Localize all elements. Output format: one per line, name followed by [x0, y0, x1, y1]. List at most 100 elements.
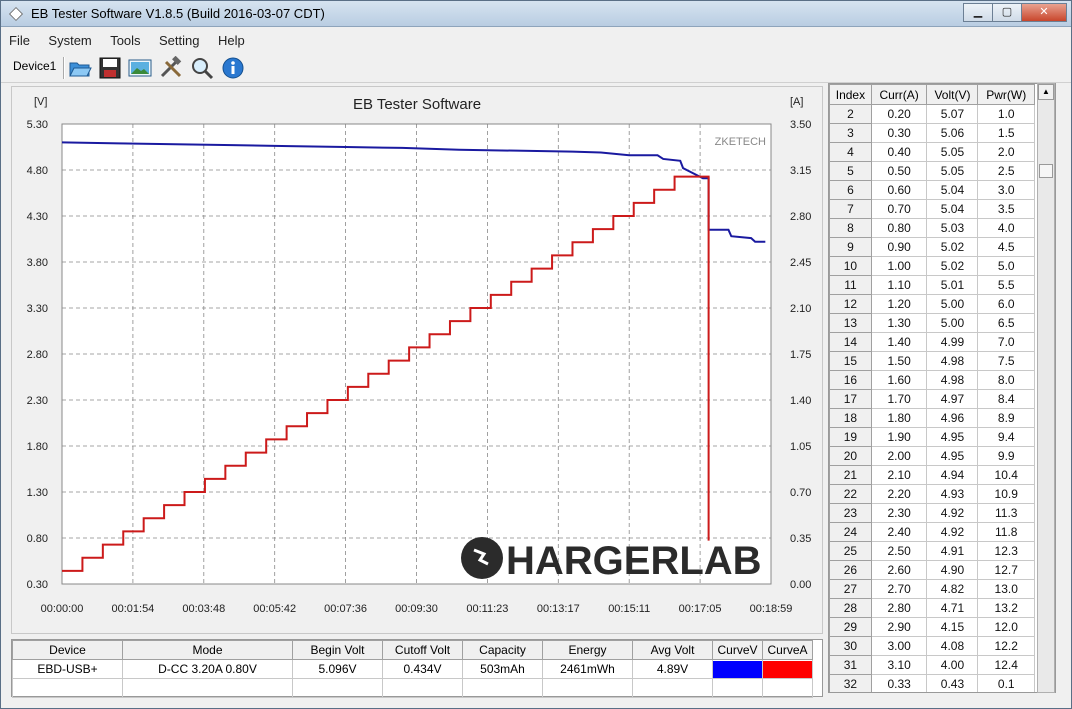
- menu-file[interactable]: File: [9, 33, 30, 48]
- table-row[interactable]: 29 2.90 4.15 12.0: [829, 617, 1035, 637]
- table-cell: 5.04: [926, 180, 979, 200]
- table-row[interactable]: 18 1.80 4.96 8.9: [829, 408, 1035, 428]
- curve-v-color-swatch[interactable]: [712, 659, 763, 679]
- summary-header: Cutoff Volt: [382, 640, 463, 660]
- table-cell: 18: [829, 408, 872, 428]
- summary-header: Mode: [122, 640, 293, 660]
- summary-header: Device: [12, 640, 123, 660]
- curve-a-color-swatch[interactable]: [762, 659, 813, 679]
- table-row[interactable]: 6 0.60 5.04 3.0: [829, 180, 1035, 200]
- table-cell: 25: [829, 541, 872, 561]
- table-row[interactable]: 2 0.20 5.07 1.0: [829, 104, 1035, 124]
- summary-empty-cell: [632, 678, 713, 698]
- table-cell: 4.91: [926, 541, 979, 561]
- table-row[interactable]: 5 0.50 5.05 2.5: [829, 161, 1035, 181]
- toolbar-separator: [63, 57, 65, 79]
- y-tick-right: 1.75: [790, 349, 811, 361]
- data-table-scrollbar[interactable]: ▲: [1037, 83, 1055, 693]
- summary-header: CurveV: [712, 640, 763, 660]
- table-cell: 3.0: [977, 180, 1035, 200]
- summary-table: Device Mode Begin Volt Cutoff Volt Capacity E…: [12, 640, 813, 698]
- table-row[interactable]: 8 0.80 5.03 4.0: [829, 218, 1035, 238]
- table-row[interactable]: 12 1.20 5.00 6.0: [829, 294, 1035, 314]
- table-cell: 1.80: [870, 408, 928, 428]
- y-tick-right: 1.40: [790, 395, 811, 407]
- menu-system[interactable]: System: [48, 33, 92, 48]
- minimize-button[interactable]: ▁: [963, 3, 993, 22]
- menu-tools[interactable]: Tools: [110, 33, 141, 48]
- column-header[interactable]: Curr(A): [870, 84, 928, 105]
- table-row[interactable]: 23 2.30 4.92 11.3: [829, 503, 1035, 523]
- table-cell: 5.04: [926, 199, 979, 219]
- table-row[interactable]: 21 2.10 4.94 10.4: [829, 465, 1035, 485]
- x-tick: 00:03:48: [182, 603, 225, 615]
- table-row[interactable]: 19 1.90 4.95 9.4: [829, 427, 1035, 447]
- y-tick-right: 0.70: [790, 487, 811, 499]
- scroll-thumb[interactable]: [1039, 164, 1053, 178]
- table-cell: 22: [829, 484, 872, 504]
- device-selector[interactable]: Device1: [13, 59, 57, 73]
- table-cell: 11.8: [977, 522, 1035, 542]
- table-cell: 0.1: [977, 674, 1035, 692]
- table-row[interactable]: 11 1.10 5.01 5.5: [829, 275, 1035, 295]
- save-icon[interactable]: [97, 56, 123, 80]
- table-row[interactable]: 26 2.60 4.90 12.7: [829, 560, 1035, 580]
- table-row[interactable]: 16 1.60 4.98 8.0: [829, 370, 1035, 390]
- search-icon[interactable]: [189, 56, 215, 80]
- table-cell: 30: [829, 636, 872, 656]
- maximize-button[interactable]: ▢: [992, 3, 1022, 22]
- table-cell: 4.00: [926, 655, 979, 675]
- table-cell: 1.50: [870, 351, 928, 371]
- summary-empty-cell: [122, 678, 293, 698]
- table-cell: 17: [829, 389, 872, 409]
- y-tick-right: 2.10: [790, 303, 811, 315]
- table-row[interactable]: 32 0.33 0.43 0.1: [829, 674, 1035, 692]
- table-row[interactable]: 4 0.40 5.05 2.0: [829, 142, 1035, 162]
- menu-help[interactable]: Help: [217, 33, 245, 48]
- close-button[interactable]: ✕: [1021, 3, 1067, 22]
- table-row[interactable]: 17 1.70 4.97 8.4: [829, 389, 1035, 409]
- menu-setting[interactable]: Setting: [159, 33, 200, 48]
- table-row[interactable]: 28 2.80 4.71 13.2: [829, 598, 1035, 618]
- table-cell: 9.9: [977, 446, 1035, 466]
- table-cell: 4.92: [926, 522, 979, 542]
- summary-cell: 2461mWh: [542, 659, 633, 679]
- y-tick-right: 2.45: [790, 257, 811, 269]
- tools-icon[interactable]: [158, 56, 184, 80]
- y-tick-left: 4.80: [27, 165, 48, 177]
- table-cell: 11: [829, 275, 872, 295]
- x-tick: 00:01:54: [111, 603, 154, 615]
- image-icon[interactable]: [127, 56, 153, 80]
- table-row[interactable]: 14 1.40 4.99 7.0: [829, 332, 1035, 352]
- table-row[interactable]: 31 3.10 4.00 12.4: [829, 655, 1035, 675]
- table-cell: 6.0: [977, 294, 1035, 314]
- x-tick: 00:15:11: [608, 603, 650, 615]
- info-icon[interactable]: [220, 56, 246, 80]
- table-row[interactable]: 9 0.90 5.02 4.5: [829, 237, 1035, 257]
- table-row[interactable]: 24 2.40 4.92 11.8: [829, 522, 1035, 542]
- table-cell: 14: [829, 332, 872, 352]
- folder-open-icon[interactable]: [67, 56, 93, 80]
- column-header[interactable]: Pwr(W): [977, 84, 1035, 105]
- table-row[interactable]: 30 3.00 4.08 12.2: [829, 636, 1035, 656]
- table-row[interactable]: 7 0.70 5.04 3.5: [829, 199, 1035, 219]
- column-header[interactable]: Volt(V): [926, 84, 979, 105]
- column-header[interactable]: Index: [829, 84, 872, 105]
- x-tick: 00:00:00: [41, 603, 84, 615]
- table-row[interactable]: 22 2.20 4.93 10.9: [829, 484, 1035, 504]
- summary-panel: Device Mode Begin Volt Cutoff Volt Capacity E…: [11, 639, 823, 698]
- table-row[interactable]: 27 2.70 4.82 13.0: [829, 579, 1035, 599]
- table-row[interactable]: 25 2.50 4.91 12.3: [829, 541, 1035, 561]
- table-row[interactable]: 15 1.50 4.98 7.5: [829, 351, 1035, 371]
- table-row[interactable]: 13 1.30 5.00 6.5: [829, 313, 1035, 333]
- table-cell: 5: [829, 161, 872, 181]
- scroll-up-arrow-icon[interactable]: ▲: [1038, 84, 1054, 100]
- y-tick-left: 4.30: [27, 211, 48, 223]
- table-row[interactable]: 20 2.00 4.95 9.9: [829, 446, 1035, 466]
- table-cell: 2.70: [870, 579, 928, 599]
- table-row[interactable]: 10 1.00 5.02 5.0: [829, 256, 1035, 276]
- table-row[interactable]: 3 0.30 5.06 1.5: [829, 123, 1035, 143]
- table-cell: 32: [829, 674, 872, 692]
- y-tick-right: 1.05: [790, 441, 811, 453]
- table-cell: 13.2: [977, 598, 1035, 618]
